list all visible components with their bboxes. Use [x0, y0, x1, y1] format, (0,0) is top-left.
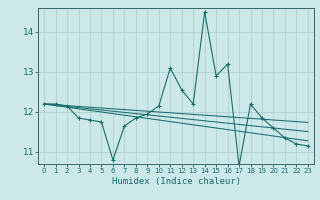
- X-axis label: Humidex (Indice chaleur): Humidex (Indice chaleur): [111, 177, 241, 186]
